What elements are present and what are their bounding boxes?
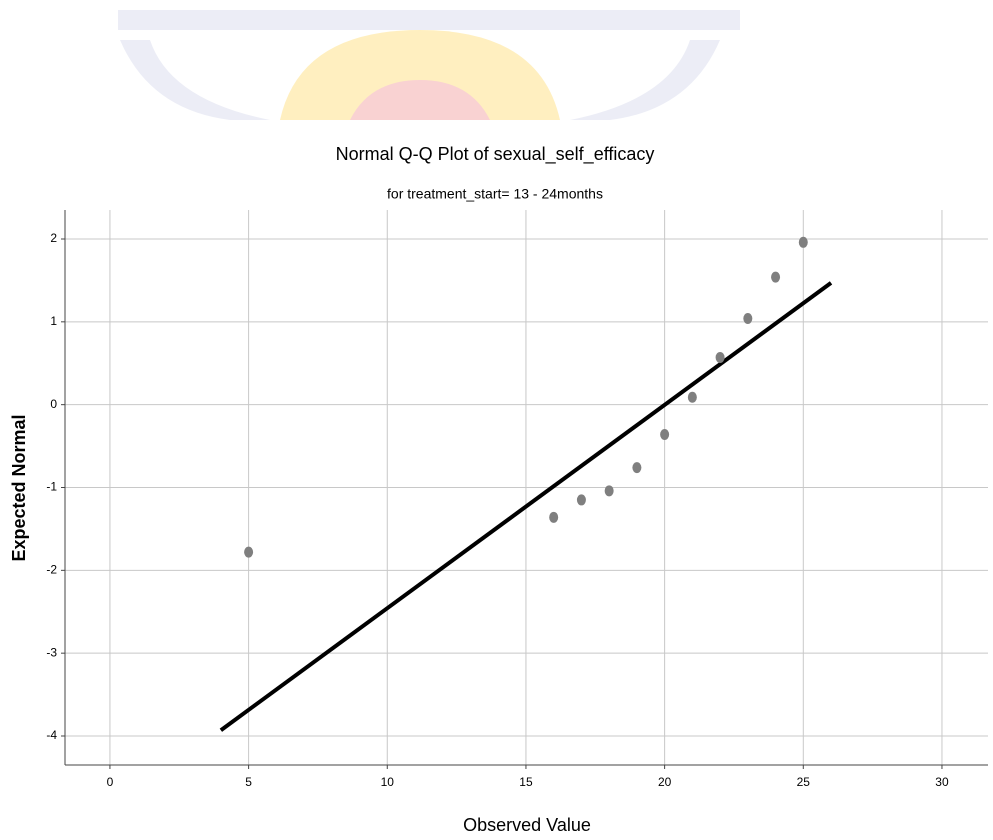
x-tick-label: 5 (245, 775, 252, 789)
y-tick-label: 2 (50, 231, 57, 245)
data-point (687, 391, 697, 403)
data-point (798, 236, 808, 248)
data-point (715, 351, 725, 363)
data-point (576, 494, 586, 506)
chart-subtitle: for treatment_start= 13 - 24months (387, 186, 603, 202)
x-tick-label: 10 (381, 775, 395, 789)
reference-line (219, 281, 833, 732)
y-axis-label: Expected Normal (9, 414, 29, 561)
x-axis-label: Observed Value (463, 815, 591, 835)
y-tick-label: -4 (46, 728, 57, 742)
x-tick-label: 25 (797, 775, 811, 789)
x-tick-label: 20 (658, 775, 672, 789)
data-point (244, 546, 254, 558)
data-point (549, 511, 559, 523)
chart-title: Normal Q-Q Plot of sexual_self_efficacy (336, 144, 655, 165)
x-tick-label: 0 (107, 775, 114, 789)
y-tick-label: 1 (50, 314, 57, 328)
data-point (743, 313, 753, 325)
data-point (771, 271, 781, 283)
x-tick-label: 15 (519, 775, 533, 789)
y-tick-label: -3 (46, 645, 57, 659)
y-tick-label: -2 (46, 563, 57, 577)
data-point (660, 428, 670, 440)
x-tick-label: 30 (935, 775, 949, 789)
y-tick-label: -1 (46, 480, 57, 494)
data-point (632, 462, 642, 474)
watermark-logo (118, 10, 740, 120)
data-point (604, 485, 614, 497)
y-tick-label: 0 (50, 397, 57, 411)
